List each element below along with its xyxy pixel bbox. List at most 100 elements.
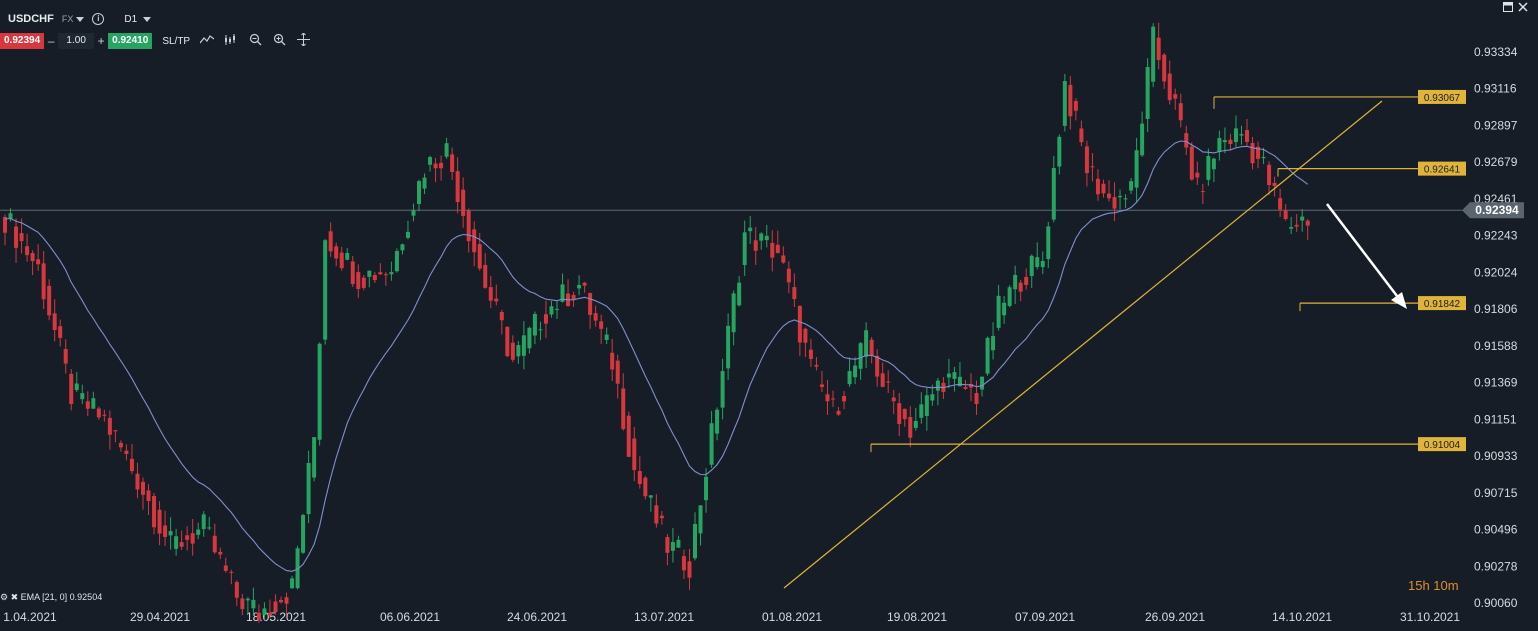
candle-body [604, 334, 609, 340]
candle-body [1002, 302, 1007, 316]
candle-body [1151, 26, 1156, 82]
candle-body [792, 287, 797, 300]
candle-body [1079, 128, 1084, 143]
quantity-input[interactable]: 1.00 [58, 33, 95, 49]
candle-body [704, 476, 709, 501]
candle-body [1095, 178, 1100, 195]
current-price-label: 0.92394 [1475, 203, 1519, 217]
candle-body [577, 284, 582, 289]
candle-body [19, 233, 24, 242]
candle-body [218, 551, 223, 555]
candle-body [428, 157, 433, 165]
line-chart-icon[interactable] [199, 34, 215, 48]
candle-body [1267, 164, 1272, 185]
candle-body [864, 330, 869, 357]
candle-body [770, 242, 775, 258]
time-axis-label: 01.08.2021 [762, 610, 822, 624]
candle-body [30, 252, 35, 262]
candle-body [334, 246, 339, 259]
candle-body [781, 255, 786, 263]
indicators-icon[interactable] [224, 33, 238, 49]
candle-body [698, 505, 703, 534]
candle-body [1073, 101, 1078, 111]
candle-body [383, 274, 388, 276]
candle-body [1272, 182, 1277, 187]
level-price-tag [1418, 296, 1466, 311]
zoom-out-icon[interactable] [248, 33, 262, 49]
candle-body [483, 264, 488, 288]
window-controls [1503, 2, 1528, 15]
crosshair-icon[interactable] [296, 32, 310, 49]
increase-quantity-button[interactable]: + [97, 34, 105, 48]
candle-body [113, 430, 118, 432]
sltp-button[interactable]: SL/TP [162, 35, 191, 47]
window-icon[interactable] [1503, 2, 1513, 15]
candle-body [786, 268, 791, 283]
candle-body [648, 495, 653, 498]
candle-body [1173, 94, 1178, 99]
candle-body [957, 376, 962, 387]
candle-body [693, 524, 697, 559]
candle-body [869, 339, 874, 356]
candle-body [621, 388, 626, 430]
candle-body [91, 398, 96, 409]
symbol-label[interactable]: USDCHF [8, 13, 54, 25]
close-icon[interactable] [1518, 2, 1528, 15]
candle-body [444, 143, 449, 157]
zoom-in-icon[interactable] [272, 33, 286, 49]
candle-body [1217, 138, 1222, 153]
candle-body [748, 227, 753, 232]
candle-body [946, 373, 951, 378]
candle-body [571, 294, 576, 300]
candle-body [317, 343, 322, 440]
decrease-quantity-button[interactable]: – [47, 34, 55, 48]
time-axis-label: 29.04.2021 [130, 610, 190, 624]
candle-body [924, 395, 929, 416]
candle-body [720, 371, 725, 408]
candle-body [808, 349, 813, 359]
ema-line [4, 140, 1309, 572]
candle-body [560, 284, 565, 302]
candle-body [301, 515, 306, 553]
candle-body [913, 420, 918, 428]
timeframe-selector[interactable]: D1 [124, 14, 152, 25]
info-icon[interactable]: i [92, 13, 105, 25]
candle-body [908, 417, 913, 438]
candle-body [1200, 191, 1205, 193]
candle-body [129, 458, 134, 472]
candle-body [146, 490, 151, 502]
candle-body [996, 295, 1001, 328]
candle-body [985, 337, 990, 374]
candle-body [488, 287, 493, 301]
market-selector[interactable]: FX [62, 14, 85, 24]
candle-body [69, 373, 74, 405]
candle-body [494, 298, 499, 302]
price-axis-label: 0.93334 [1474, 45, 1518, 59]
price-axis-label: 0.90933 [1474, 449, 1518, 463]
buy-price-button[interactable]: 0.92410 [108, 33, 153, 49]
candle-body [1228, 139, 1233, 145]
sell-price-button[interactable]: 0.92394 [0, 33, 45, 49]
candle-body [207, 527, 212, 529]
candle-body [433, 163, 438, 169]
candle-body [615, 360, 620, 384]
candle-body [726, 325, 731, 369]
candle-body [306, 462, 311, 515]
candle-body [400, 244, 405, 251]
candle-body [361, 277, 366, 288]
candle-body [991, 335, 996, 351]
candle-body [886, 381, 891, 383]
candle-body [8, 213, 13, 219]
candle-body [753, 240, 758, 251]
time-axis-label: 26.09.2021 [1145, 610, 1205, 624]
candle-body [179, 542, 184, 547]
candle-body [196, 529, 201, 535]
candle-body [681, 556, 686, 571]
time-axis-label: 18.05.2021 [246, 610, 306, 624]
candle-body [107, 417, 112, 435]
indicator-settings-icon[interactable]: ⚙ ✖ [0, 592, 19, 602]
candle-body [853, 365, 858, 378]
candle-body [356, 272, 361, 289]
projection-arrow [1326, 203, 1401, 301]
